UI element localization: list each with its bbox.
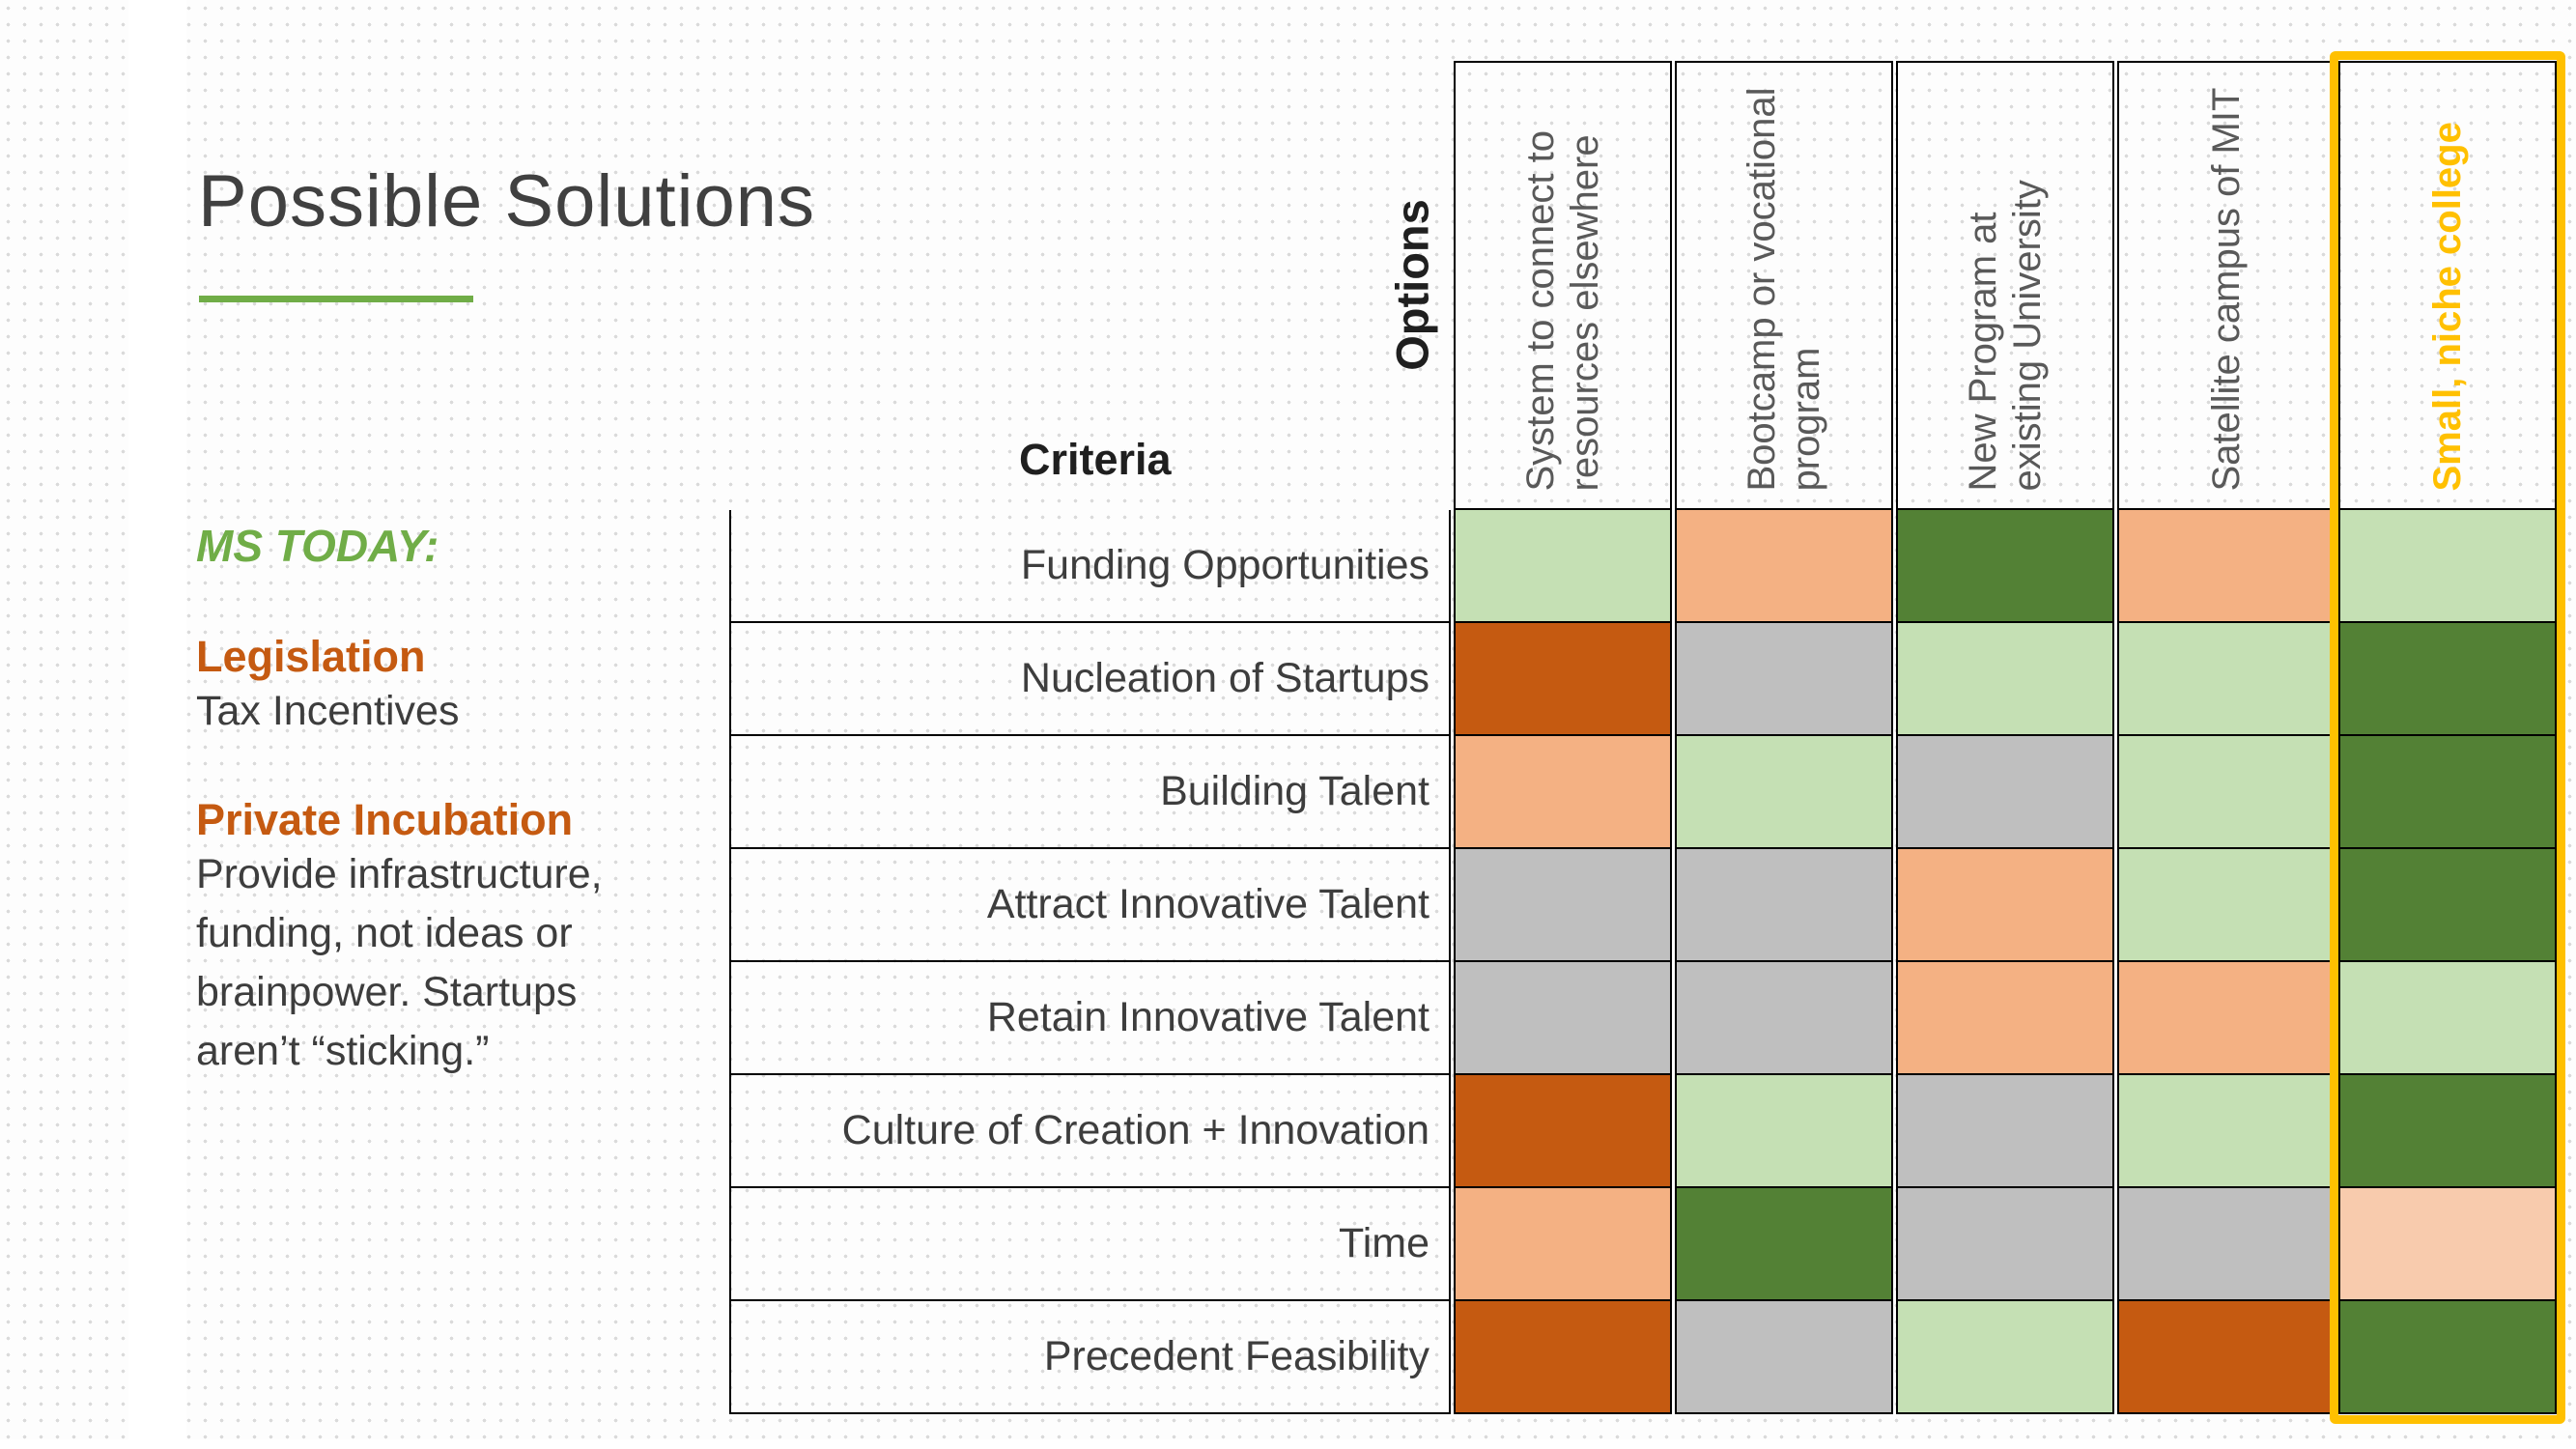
matrix-cell (2338, 962, 2557, 1075)
matrix-cell (1675, 623, 1893, 736)
criteria-axis-label: Criteria (1019, 435, 1172, 484)
matrix-cell (1675, 510, 1893, 623)
matrix-cell (1454, 962, 1672, 1075)
option-header: Satellite campus of MIT (2117, 61, 2335, 510)
criteria-row-label: Time (729, 1188, 1451, 1301)
matrix-cell (1675, 736, 1893, 849)
matrix-cell (2117, 1075, 2335, 1188)
matrix-cell (1454, 1075, 1672, 1188)
criteria-row-label: Funding Opportunities (729, 510, 1451, 623)
matrix-cell (2117, 962, 2335, 1075)
option-header-label: Small, niche college (2425, 121, 2469, 491)
matrix-cell (2338, 736, 2557, 849)
criteria-row-label: Nucleation of Startups (729, 623, 1451, 736)
matrix-cell (1454, 736, 1672, 849)
matrix-cell (2117, 623, 2335, 736)
background-white-strip (128, 0, 186, 1449)
background-bottom-strip (0, 1439, 2576, 1449)
matrix-cell (1675, 1301, 1893, 1414)
matrix-cell (1896, 962, 2114, 1075)
option-header: Bootcamp or vocational program (1675, 61, 1893, 510)
criteria-header-spacer (729, 61, 1451, 510)
matrix-cell (1675, 1188, 1893, 1301)
matrix-cell (1454, 1188, 1672, 1301)
option-header-label: Satellite campus of MIT (2204, 87, 2248, 491)
page-title: Possible Solutions (198, 160, 816, 242)
matrix-cell (1896, 849, 2114, 962)
note-heading-private-incubation: Private Incubation (196, 795, 574, 845)
matrix-cell (1675, 849, 1893, 962)
matrix-cell (2117, 1301, 2335, 1414)
matrix-cell (1896, 1301, 2114, 1414)
matrix-cell (1454, 1301, 1672, 1414)
note-heading-legislation: Legislation (196, 632, 426, 681)
option-header-label: System to connect to resources elsewhere (1518, 129, 1606, 491)
option-column: Small, niche college (2338, 61, 2557, 1414)
matrix-cell (1896, 510, 2114, 623)
matrix-cell (2338, 1188, 2557, 1301)
option-column: New Program at existing University (1896, 61, 2114, 1414)
matrix-cell (2338, 623, 2557, 736)
matrix-cell (2117, 510, 2335, 623)
option-column: Bootcamp or vocational program (1675, 61, 1893, 1414)
criteria-row-label: Precedent Feasibility (729, 1301, 1451, 1414)
matrix-cell (1896, 1188, 2114, 1301)
matrix-cell (1675, 1075, 1893, 1188)
note-body-legislation: Tax Incentives (196, 688, 460, 734)
option-header: New Program at existing University (1896, 61, 2114, 510)
option-header-label: Bootcamp or vocational program (1740, 86, 1827, 491)
note-body-private-incubation: Provide infrastructure, funding, not ide… (196, 851, 603, 1075)
title-underline (199, 296, 473, 302)
matrix-cell (1454, 510, 1672, 623)
matrix-cell (2338, 1301, 2557, 1414)
matrix-cell (2338, 1075, 2557, 1188)
criteria-row-label: Culture of Creation + Innovation (729, 1075, 1451, 1188)
matrix-cell (1675, 962, 1893, 1075)
matrix-cell (2338, 849, 2557, 962)
decision-matrix: Funding Opportunities Nucleation of Start… (729, 61, 2557, 1414)
matrix-cell (1454, 623, 1672, 736)
matrix-cell (2338, 510, 2557, 623)
option-column: System to connect to resources elsewhere (1454, 61, 1672, 1414)
option-header: Small, niche college (2338, 61, 2557, 510)
criteria-row-label: Building Talent (729, 736, 1451, 849)
criteria-column: Funding Opportunities Nucleation of Start… (729, 61, 1451, 1414)
matrix-cell (1896, 623, 2114, 736)
option-header: System to connect to resources elsewhere (1454, 61, 1672, 510)
matrix-cell (2117, 849, 2335, 962)
matrix-cell (1896, 736, 2114, 849)
matrix-cell (1454, 849, 1672, 962)
matrix-cell (2117, 736, 2335, 849)
matrix-cell (2117, 1188, 2335, 1301)
left-notes: MS TODAY: Legislation Tax Incentives Pri… (196, 520, 684, 1081)
criteria-row-label: Retain Innovative Talent (729, 962, 1451, 1075)
ms-today-label: MS TODAY: (196, 521, 439, 571)
option-header-label: New Program at existing University (1961, 179, 2049, 491)
criteria-row-label: Attract Innovative Talent (729, 849, 1451, 962)
matrix-cell (1896, 1075, 2114, 1188)
option-column: Satellite campus of MIT (2117, 61, 2335, 1414)
